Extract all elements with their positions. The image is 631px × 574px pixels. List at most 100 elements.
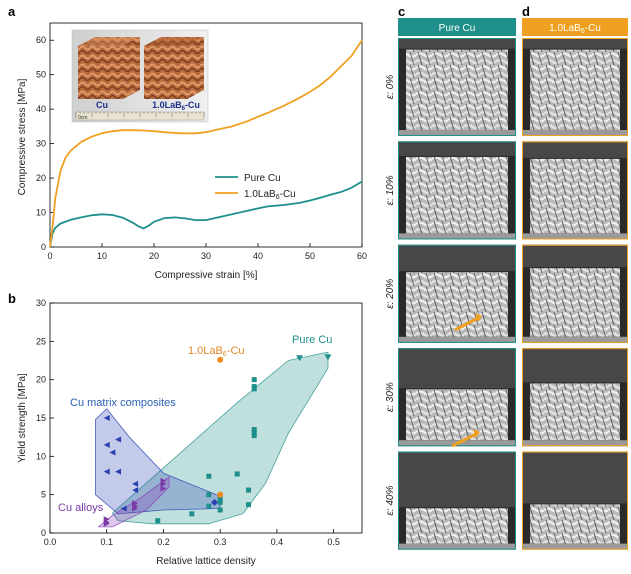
inset-photo: Cu 1.0LaB6-Cu 0cm	[71, 29, 209, 123]
x-tick-label: 0.5	[327, 537, 340, 547]
legend-item-lab6-cu: 1.0LaB6-Cu	[244, 189, 296, 201]
y-tick-label: 15	[36, 413, 46, 423]
data-point-0-1	[296, 355, 304, 362]
y-tick-label: 25	[36, 336, 46, 346]
data-point-0-2	[251, 377, 257, 383]
data-point-1-5	[115, 468, 122, 475]
photo-pure-cu-row-3	[398, 348, 516, 447]
region-label-cu-composites: Cu matrix composites	[70, 397, 176, 409]
photo-lab6-cu-row-2	[522, 244, 628, 343]
inset-label-lab6-cu: 1.0LaB6-Cu	[152, 100, 200, 112]
data-point-0-12	[217, 496, 223, 501]
x-tick-label: 0.1	[100, 537, 113, 547]
data-point-1-2	[103, 441, 110, 448]
photo-lab6-cu-row-0	[522, 38, 628, 136]
y-tick-label: 40	[36, 104, 46, 114]
photo-lab6-cu-row-1	[522, 141, 628, 240]
strain-label-4: ε: 40%	[385, 486, 396, 516]
data-point-0-18	[217, 507, 223, 513]
photo-pure-cu-row-1	[398, 141, 516, 240]
data-point-3-0	[217, 356, 224, 363]
strain-label-1: ε: 10%	[385, 175, 396, 205]
stress-strain-chart: 0 10 20 30 40 50 60 0 10 20 30 40 50 60 Compressive …	[17, 22, 367, 281]
strain-label-3: ε: 30%	[385, 382, 396, 412]
svg-text:1.0LaB6-Cu: 1.0LaB6-Cu	[549, 23, 601, 35]
plot-area-b	[49, 302, 363, 534]
data-point-1-4	[103, 468, 110, 475]
y-tick-label: 60	[36, 35, 46, 45]
y-tick-label: 0	[41, 242, 46, 252]
data-point-1-1	[115, 436, 122, 443]
y-tick-label: 20	[36, 173, 46, 183]
data-point-1-8	[120, 505, 127, 512]
region-label-pure-cu: Pure Cu	[292, 334, 332, 346]
panel-label-d: d	[522, 4, 530, 19]
data-point-0-6	[251, 430, 257, 436]
svg-text:Pure Cu: Pure Cu	[439, 23, 476, 34]
legend-a: Pure Cu 1.0LaB6-Cu	[215, 173, 296, 201]
data-point-0-15	[206, 503, 212, 509]
data-point-0-10	[246, 487, 252, 493]
cu-cube	[78, 37, 140, 99]
x-tick-label: 0.3	[214, 537, 227, 547]
y-axis-a: 0 10 20 30 40 50 60	[36, 35, 54, 252]
header-pure-cu: Pure Cu	[398, 18, 516, 36]
x-axis-label-a: Compressive strain [%]	[155, 270, 258, 281]
data-point-0-16	[189, 511, 195, 517]
x-tick-label: 40	[253, 251, 263, 261]
region-cu-alloys	[97, 476, 170, 528]
y-tick-label: 0	[41, 528, 46, 538]
crack-arrow-3	[451, 432, 477, 448]
data-point-1-9	[211, 498, 219, 506]
ruler-label: 0cm	[78, 115, 87, 121]
photo-lab6-cu-row-3	[522, 348, 628, 447]
photo-pure-cu-row-0	[398, 38, 516, 136]
crack-arrow-2	[454, 316, 479, 332]
x-tick-label: 20	[149, 251, 159, 261]
strain-label-2: ε: 20%	[385, 279, 396, 309]
data-point-1-6	[132, 480, 139, 487]
data-point-0-8	[234, 471, 240, 477]
x-tick-label: 0.2	[157, 537, 170, 547]
data-point-2-2	[160, 485, 167, 492]
photo-pure-cu-row-2	[398, 244, 516, 343]
panel-label-b: b	[8, 291, 16, 306]
y-tick-label: 30	[36, 139, 46, 149]
y-tick-label: 5	[41, 490, 46, 500]
data-point-0-9	[206, 473, 212, 479]
header-lab6-cu: 1.0LaB6-Cu	[522, 18, 628, 36]
data-point-2-8	[103, 520, 110, 527]
data-point-1-7	[132, 487, 139, 494]
x-axis-label-b: Relative lattice density	[156, 556, 256, 567]
series-line-lab6-cu	[49, 39, 363, 248]
lab6-cu-cube	[144, 37, 204, 99]
y-axis-label-b: Yield strength [MPa]	[17, 373, 28, 463]
yield-strength-chart: 0 5 10 15 20 25 30 0.0 0.1 0.2 0.3 0.4 0.5 Yield st…	[17, 298, 363, 567]
data-point-2-5	[132, 505, 139, 512]
data-point-1-3	[109, 449, 116, 456]
series-a	[49, 39, 363, 248]
data-point-0-17	[155, 518, 161, 524]
data-point-0-13	[217, 499, 223, 505]
legend-item-pure-cu: Pure Cu	[244, 173, 281, 184]
x-tick-label: 0.4	[271, 537, 284, 547]
data-point-3-1	[217, 491, 224, 498]
compression-photo-grid: ε: 0% ε: 10% ε: 20% ε: 30% ε: 40%	[385, 38, 628, 550]
y-axis-b: 0 5 10 15 20 25 30	[36, 298, 54, 538]
x-tick-label: 10	[97, 251, 107, 261]
inset-label-cu: Cu	[96, 100, 108, 110]
y-tick-label: 30	[36, 298, 46, 308]
data-point-1-0	[103, 415, 110, 421]
data-point-0-4	[251, 386, 257, 392]
x-tick-label: 0.0	[44, 537, 57, 547]
x-tick-label: 30	[201, 251, 211, 261]
y-tick-label: 10	[36, 208, 46, 218]
x-tick-label: 50	[305, 251, 315, 261]
strain-label-0: ε: 0%	[385, 75, 396, 100]
panel-label-a: a	[8, 4, 16, 19]
panel-label-c: c	[398, 4, 405, 19]
x-axis-b: 0.0 0.1 0.2 0.3 0.4 0.5	[44, 529, 340, 547]
data-point-0-11	[206, 492, 212, 498]
